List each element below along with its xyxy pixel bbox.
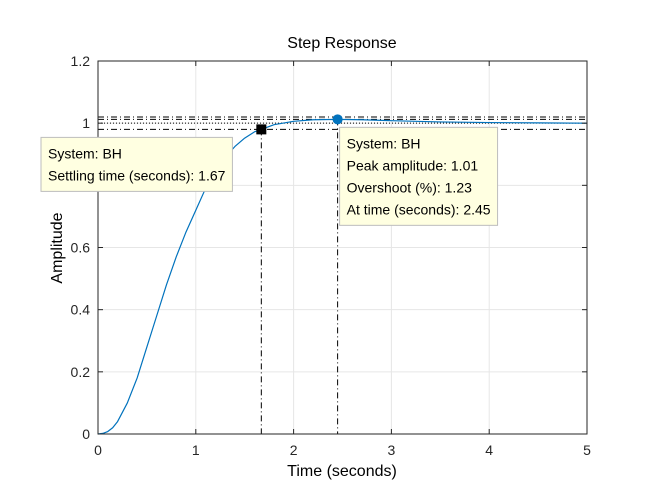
marker-layer: [256, 114, 343, 135]
y-tick-label: 0: [82, 426, 90, 442]
datatip-1[interactable]: System: BH Peak amplitude: 1.01 Overshoot …: [339, 126, 499, 226]
datatip-line: At time (seconds): 2.45: [347, 201, 491, 217]
x-tick-label: 2: [290, 442, 298, 458]
reference-lines: [98, 116, 587, 434]
datatip-box: [339, 126, 499, 226]
x-tick-label: 5: [583, 442, 591, 458]
y-tick-label: 1.2: [71, 53, 91, 69]
y-tick-label: 0.6: [71, 240, 91, 256]
y-tick-label: 0.2: [71, 364, 91, 380]
chart-title: Step Response: [287, 35, 397, 52]
datatip-line: System: BH: [347, 135, 421, 151]
x-tick-label: 0: [94, 442, 102, 458]
y-tick-label: 1: [82, 115, 90, 131]
y-tick-label: 0.4: [71, 302, 91, 318]
y-axis-label: Amplitude: [49, 212, 66, 283]
datatip-line: Settling time (seconds): 1.67: [48, 167, 226, 183]
datatip-line: Peak amplitude: 1.01: [347, 157, 479, 173]
datatip-0[interactable]: System: BH Settling time (seconds): 1.67: [40, 136, 233, 192]
datatip-line: System: BH: [48, 145, 122, 161]
datatip-line: Overshoot (%): 1.23: [347, 179, 472, 195]
x-axis-label: Time (seconds): [287, 463, 397, 480]
x-tick-label: 1: [192, 442, 200, 458]
datatip-box: [40, 136, 233, 192]
x-tick-label: 4: [485, 442, 493, 458]
x-tick-label: 3: [388, 442, 396, 458]
settling-time-marker[interactable]: [256, 124, 267, 135]
peak-response-marker[interactable]: [332, 114, 343, 125]
